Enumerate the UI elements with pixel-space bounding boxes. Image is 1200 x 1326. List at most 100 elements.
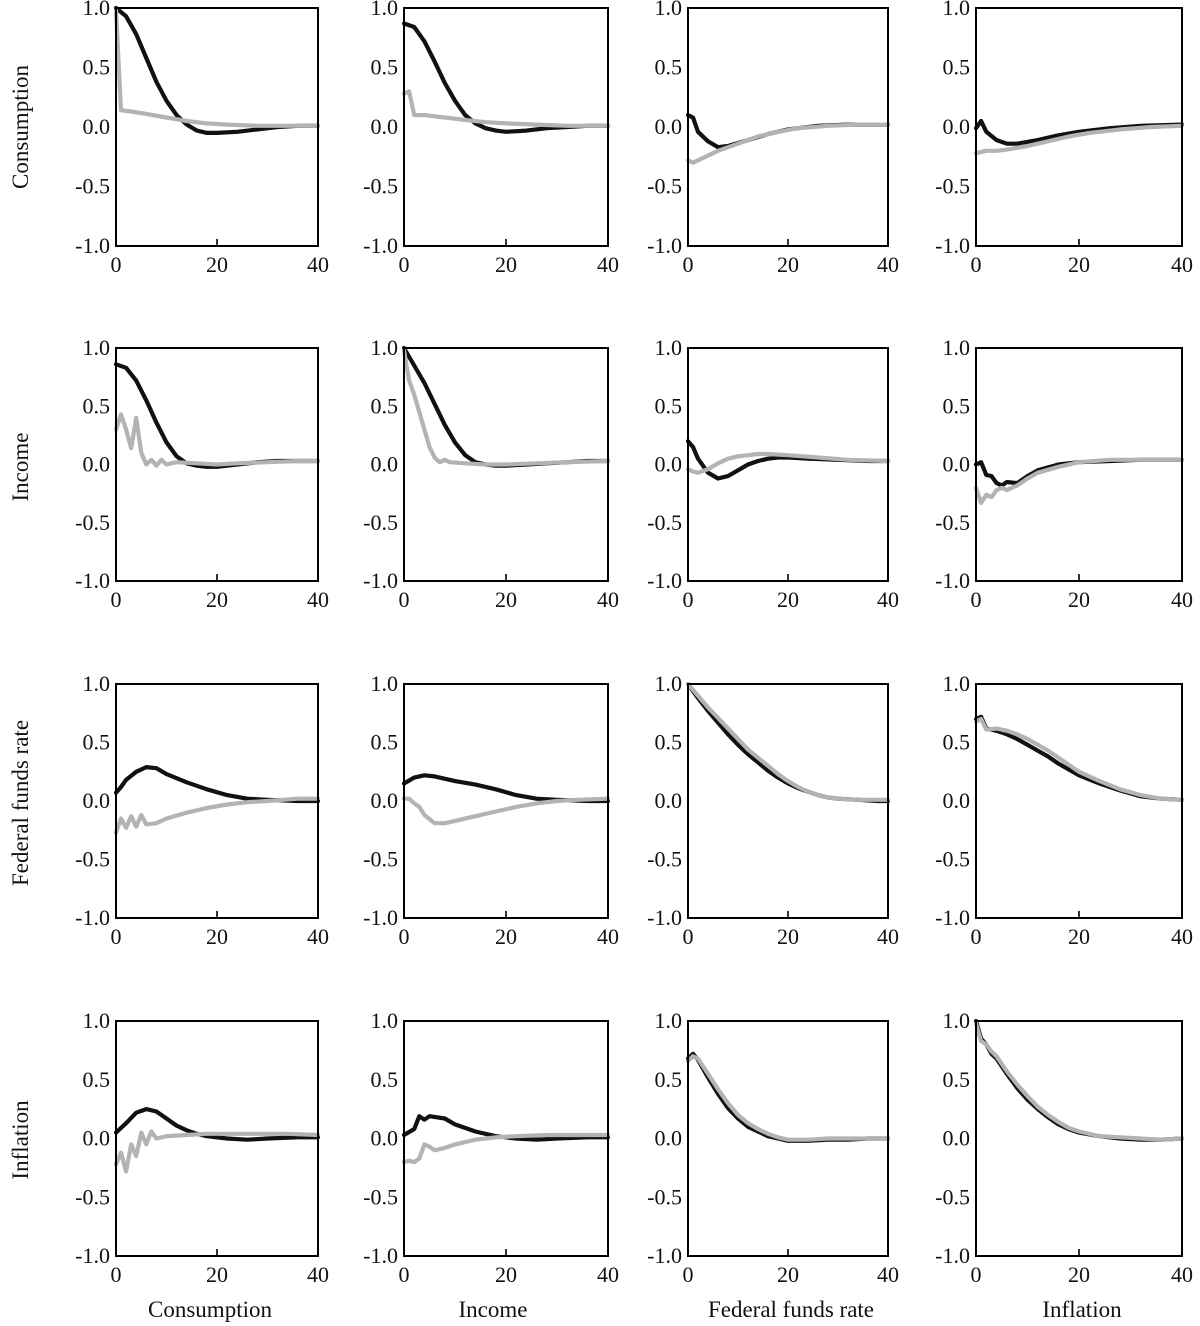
x-tick-label: 40 xyxy=(597,587,619,612)
plot-frame xyxy=(975,1020,1183,1257)
plot-frame xyxy=(975,347,1183,582)
y-tick-label: 0.0 xyxy=(655,452,683,477)
y-tick-label: 0.5 xyxy=(943,393,971,418)
series-line-1 xyxy=(401,1114,611,1142)
plot-frame xyxy=(687,7,889,247)
y-tick-label: -1.0 xyxy=(935,1243,970,1268)
y-tick-label: 1.0 xyxy=(655,0,683,20)
x-tick-label: 0 xyxy=(111,1262,122,1287)
x-tick-label: 20 xyxy=(1068,252,1090,277)
series-line-1 xyxy=(113,1107,321,1142)
x-tick-label: 20 xyxy=(495,1262,517,1287)
y-tick-label: -0.5 xyxy=(75,174,110,199)
x-tick-label: 40 xyxy=(597,1262,619,1287)
series-line-2 xyxy=(973,457,1185,505)
y-tick-label: 1.0 xyxy=(943,0,971,20)
series-line-2 xyxy=(685,122,891,165)
panel-inflation-inflation: 1.0 0.5 0.0 -0.5 -1.00 20 40 xyxy=(935,1008,1193,1287)
series-line-2 xyxy=(401,348,611,467)
plot-frame xyxy=(115,347,319,582)
plot-frame xyxy=(115,1020,319,1257)
y-tick-label: -0.5 xyxy=(935,510,970,535)
y-tick-label: -1.0 xyxy=(935,233,970,258)
series-line-1 xyxy=(113,5,321,135)
y-tick-label: 0.5 xyxy=(83,55,111,80)
plot-frame xyxy=(403,1020,609,1257)
y-tick-label: -0.5 xyxy=(647,1184,682,1209)
x-tick-label: 40 xyxy=(877,924,899,949)
x-tick-label: 20 xyxy=(777,587,799,612)
y-tick-label: -1.0 xyxy=(935,568,970,593)
plot-frame xyxy=(115,7,319,247)
x-tick-label: 0 xyxy=(399,252,410,277)
x-tick-label: 40 xyxy=(1171,1262,1193,1287)
plot-frame xyxy=(687,347,889,582)
x-tick-label: 20 xyxy=(206,1262,228,1287)
y-tick-label: 0.0 xyxy=(655,1126,683,1151)
y-tick-label: 0.0 xyxy=(371,1126,399,1151)
y-tick-label: -0.5 xyxy=(647,174,682,199)
x-tick-label: 20 xyxy=(1068,587,1090,612)
y-tick-label: 0.5 xyxy=(655,393,683,418)
x-tick-label: 0 xyxy=(683,252,694,277)
y-tick-label: 0.5 xyxy=(943,730,971,755)
x-tick-label: 0 xyxy=(111,252,122,277)
y-tick-label: 1.0 xyxy=(83,335,111,360)
plot-frame xyxy=(403,683,609,919)
panel-consumption-consumption: 1.0 0.5 0.0 -0.5 -1.00 20 40 xyxy=(75,0,329,277)
series-line-2 xyxy=(401,89,611,128)
series-line-1 xyxy=(973,1018,1185,1142)
y-tick-label: 0.5 xyxy=(943,55,971,80)
y-tick-label: -0.5 xyxy=(935,1184,970,1209)
y-tick-label: -1.0 xyxy=(75,905,110,930)
series-line-2 xyxy=(401,1132,611,1165)
x-tick-label: 20 xyxy=(206,587,228,612)
y-tick-label: 0.5 xyxy=(83,730,111,755)
y-tick-label: 0.0 xyxy=(655,114,683,139)
y-tick-label: -1.0 xyxy=(647,233,682,258)
series-line-1 xyxy=(113,765,321,804)
x-tick-label: 20 xyxy=(495,252,517,277)
x-tick-label: 0 xyxy=(683,1262,694,1287)
y-tick-label: 0.0 xyxy=(83,114,111,139)
x-tick-label: 0 xyxy=(399,1262,410,1287)
y-tick-label: 0.0 xyxy=(655,788,683,813)
x-tick-label: 0 xyxy=(683,587,694,612)
panel-federal-funds-rate-federal-funds-rate: 1.0 0.5 0.0 -0.5 -1.00 20 40 xyxy=(647,671,899,949)
panel-consumption-federal-funds-rate: 1.0 0.5 0.0 -0.5 -1.00 20 40 xyxy=(647,0,899,277)
x-tick-label: 0 xyxy=(971,252,982,277)
y-tick-label: -0.5 xyxy=(75,510,110,535)
x-tick-label: 0 xyxy=(111,587,122,612)
x-tick-label: 20 xyxy=(1068,1262,1090,1287)
column-label-federal-funds-rate: Federal funds rate xyxy=(708,1297,874,1322)
y-tick-label: 1.0 xyxy=(83,671,111,696)
y-tick-label: -1.0 xyxy=(363,905,398,930)
plot-frame xyxy=(115,683,319,919)
x-tick-label: 40 xyxy=(307,1262,329,1287)
x-tick-label: 0 xyxy=(971,1262,982,1287)
x-tick-label: 0 xyxy=(111,924,122,949)
y-tick-label: -1.0 xyxy=(75,568,110,593)
plot-frame xyxy=(687,1020,889,1257)
y-tick-label: -1.0 xyxy=(935,905,970,930)
y-tick-label: -1.0 xyxy=(363,233,398,258)
x-tick-label: 20 xyxy=(777,252,799,277)
x-tick-label: 40 xyxy=(597,252,619,277)
series-line-2 xyxy=(113,8,321,128)
plot-frame xyxy=(975,683,1183,919)
y-tick-label: 0.0 xyxy=(371,788,399,813)
x-tick-label: 0 xyxy=(399,924,410,949)
y-tick-label: 1.0 xyxy=(943,1008,971,1033)
y-tick-label: 1.0 xyxy=(371,0,399,20)
y-tick-label: 0.0 xyxy=(943,1126,971,1151)
x-tick-label: 0 xyxy=(971,924,982,949)
plot-frame xyxy=(687,683,889,919)
series-line-2 xyxy=(113,412,321,468)
plot-frame xyxy=(403,347,609,582)
x-tick-label: 40 xyxy=(877,1262,899,1287)
series-line-2 xyxy=(973,1021,1185,1142)
y-tick-label: 0.0 xyxy=(83,452,111,477)
y-tick-label: 0.5 xyxy=(655,1067,683,1092)
x-tick-label: 40 xyxy=(877,587,899,612)
x-tick-label: 20 xyxy=(495,587,517,612)
